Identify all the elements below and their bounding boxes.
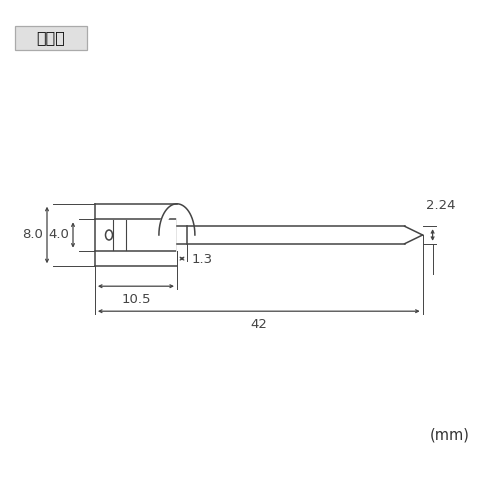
Text: 寸法図: 寸法図: [36, 30, 66, 46]
Text: 42: 42: [250, 318, 267, 331]
FancyBboxPatch shape: [15, 26, 87, 50]
Text: 2.24: 2.24: [426, 200, 456, 212]
Text: 1.3: 1.3: [192, 253, 213, 266]
Text: 4.0: 4.0: [48, 228, 69, 241]
Text: 10.5: 10.5: [121, 293, 150, 306]
Polygon shape: [159, 204, 195, 266]
Bar: [95, 220, 177, 250]
Text: 8.0: 8.0: [22, 228, 43, 241]
Text: (mm): (mm): [430, 428, 470, 442]
Ellipse shape: [106, 230, 112, 240]
